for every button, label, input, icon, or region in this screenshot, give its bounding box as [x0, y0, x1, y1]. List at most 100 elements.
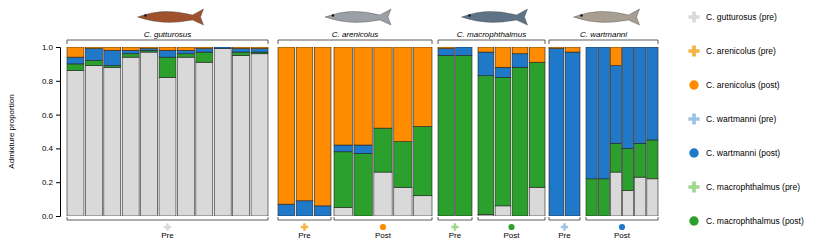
- cluster-layer: [67, 47, 622, 206]
- y-tick: 0.8: [42, 77, 60, 86]
- fish-illustration: [574, 9, 640, 25]
- admixture-segment: [495, 206, 511, 216]
- y-tick: 0.2: [42, 178, 60, 187]
- legend-marker: [688, 11, 699, 22]
- admixture-segment: [214, 47, 231, 49]
- admixture-segment: [85, 61, 102, 66]
- period-footer: Pre: [549, 217, 580, 240]
- legend-label: C. macrophthalmus (pre): [706, 182, 800, 192]
- admixture-segment: [529, 187, 545, 216]
- y-tick-mark: [56, 216, 60, 217]
- admixture-segment: [598, 47, 609, 179]
- admixture-segment: [314, 47, 331, 206]
- legend-label: C. arenicolus (post): [706, 80, 780, 90]
- admixture-segment: [647, 179, 658, 216]
- admixture-segment: [414, 47, 432, 126]
- admixture-segment: [586, 47, 597, 48]
- y-tick-label: 0.2: [42, 178, 54, 187]
- admixture-segment: [104, 50, 121, 65]
- period-footer: Pre: [278, 217, 331, 240]
- admixture-segment: [456, 55, 472, 216]
- admixture-segment: [214, 47, 231, 48]
- admixture-segment: [122, 57, 139, 216]
- group-header: C. macrophthalmus: [438, 9, 545, 44]
- admixture-segment: [478, 52, 494, 76]
- admixture-segment: [622, 191, 633, 216]
- admixture-segment: [529, 47, 545, 62]
- admixture-segment: [141, 47, 158, 49]
- group-title: C. gutturosus: [144, 30, 192, 39]
- legend-marker: [688, 181, 699, 192]
- admixture-segment: [565, 47, 580, 52]
- admixture-segment: [635, 177, 646, 216]
- admixture-segment: [233, 52, 250, 55]
- admixture-segment: [495, 47, 511, 67]
- admixture-segment: [438, 49, 454, 56]
- admixture-segment: [334, 208, 352, 216]
- period-label: Pre: [449, 231, 462, 240]
- period-label: Pre: [558, 231, 571, 240]
- admixture-segment: [610, 172, 621, 216]
- chart: 0.00.20.40.60.81.0Admixture proportionC.…: [0, 0, 840, 240]
- admixture-segment: [251, 54, 268, 216]
- period-footer: Pre: [438, 217, 472, 240]
- legend-item: C. macrophthalmus (post): [689, 216, 804, 226]
- admixture-segment: [122, 50, 139, 53]
- period-marker: [380, 224, 386, 230]
- y-tick-label: 0.8: [42, 77, 54, 86]
- admixture-segment: [196, 49, 213, 52]
- group-bracket: [549, 40, 658, 44]
- fish-illustration: [462, 9, 528, 25]
- y-axis-title: Admixture proportion: [7, 94, 16, 168]
- admixture-segment: [314, 206, 331, 216]
- admixture-segment: [438, 47, 454, 49]
- admixture-segment: [635, 47, 646, 143]
- period-marker: [561, 223, 568, 230]
- legend-label: C. wartmanni (pre): [706, 114, 777, 124]
- admixture-segment: [159, 50, 176, 57]
- admixture-segment: [196, 62, 213, 216]
- admixture-segment: [67, 71, 84, 216]
- admixture-segment: [122, 54, 139, 57]
- admixture-segment: [196, 52, 213, 62]
- group-title: C. macrophthalmus: [457, 30, 526, 39]
- period-footer: Post: [478, 217, 545, 240]
- admixture-segment: [414, 126, 432, 195]
- admixture-segment: [233, 47, 250, 49]
- y-tick: 0.4: [42, 144, 60, 153]
- admixture-segment: [549, 47, 564, 49]
- y-tick-label: 0.0: [42, 212, 54, 221]
- admixture-segment: [374, 128, 392, 172]
- legend-item: C. arenicolus (post): [689, 80, 780, 90]
- admixture-segment: [85, 49, 102, 61]
- group-bracket: [67, 40, 268, 44]
- admixture-segment: [529, 62, 545, 187]
- legend-label: C. macrophthalmus (post): [706, 216, 804, 226]
- admixture-segment: [104, 67, 121, 216]
- legend-item: C. arenicolus (pre): [688, 45, 776, 56]
- admixture-segment: [495, 67, 511, 77]
- legend-marker: [689, 148, 698, 157]
- admixture-segment: [67, 64, 84, 71]
- y-tick: 0.0: [42, 212, 60, 221]
- admixture-segment: [85, 47, 102, 49]
- legend: C. gutturosus (pre)C. arenicolus (pre)C.…: [688, 11, 804, 226]
- period-bracket: [334, 217, 432, 220]
- admixture-segment: [278, 204, 295, 216]
- admixture-segment: [196, 47, 213, 49]
- admixture-segment: [586, 179, 597, 216]
- period-bracket: [438, 217, 472, 220]
- admixture-segment: [159, 47, 176, 50]
- admixture-segment: [414, 196, 432, 216]
- group-header: C. wartmanni: [549, 9, 658, 44]
- group-title: C. wartmanni: [580, 30, 627, 39]
- admixture-segment: [233, 49, 250, 52]
- admixture-segment: [549, 49, 564, 216]
- legend-label: C. arenicolus (pre): [706, 46, 776, 56]
- fish-illustration: [325, 9, 391, 25]
- admixture-segment: [177, 54, 194, 57]
- group-bracket: [438, 40, 545, 44]
- admixture-segment: [334, 152, 352, 208]
- period-marker: [451, 223, 458, 230]
- admixture-segment: [495, 77, 511, 205]
